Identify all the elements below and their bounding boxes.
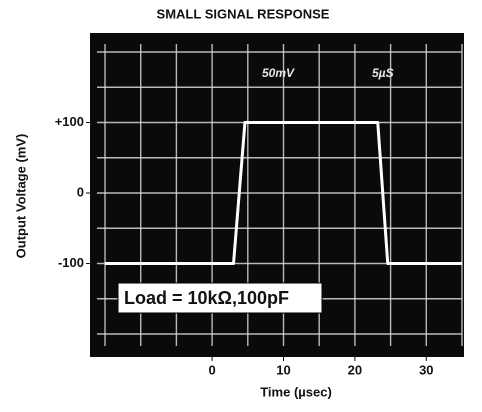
chart-title: SMALL SIGNAL RESPONSE	[157, 6, 330, 21]
y-tick-label: +100	[55, 114, 84, 129]
x-tick-label: 0	[208, 362, 215, 377]
y-tick-label: -100	[58, 255, 84, 270]
time-per-div: 5µS	[372, 66, 394, 80]
x-axis-label: Time (µsec)	[260, 384, 332, 399]
load-label: Load = 10kΩ,100pF	[124, 288, 289, 308]
x-tick-label: 30	[419, 362, 433, 377]
signal-trace	[105, 121, 462, 265]
x-tick-label: 20	[348, 362, 362, 377]
graticule	[97, 44, 463, 346]
load-box	[117, 282, 323, 314]
y-tick-label: 0	[77, 184, 84, 199]
x-tick-label: 10	[276, 362, 290, 377]
y-axis-label: Output Voltage (mV)	[13, 134, 28, 259]
volts-per-div: 50mV	[262, 66, 295, 80]
